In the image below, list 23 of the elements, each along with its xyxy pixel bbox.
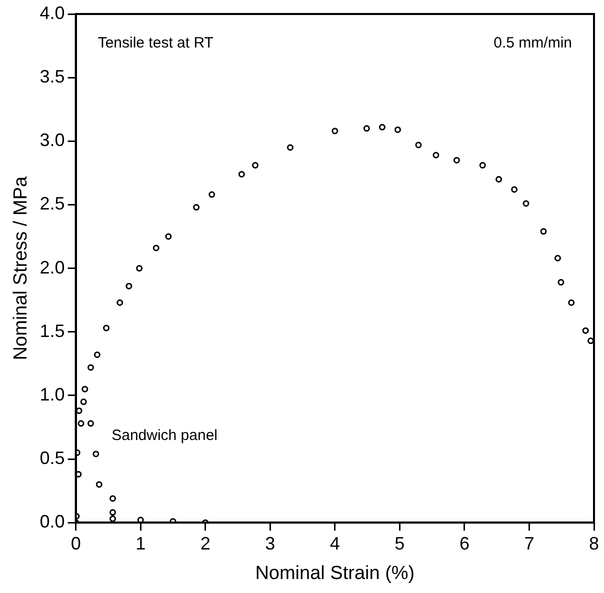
y-tick-label: 1.0	[40, 384, 65, 404]
x-tick-label: 6	[459, 533, 470, 554]
y-tick-label: 2.0	[40, 257, 65, 278]
x-tick-label: 0	[70, 533, 81, 554]
x-tick-label: 2	[200, 533, 210, 554]
x-tick-label: 3	[265, 533, 276, 554]
annotation: 0.5 mm/min	[494, 34, 572, 52]
x-axis-title: Nominal Strain (%)	[255, 562, 415, 584]
x-tick-label: 1	[136, 533, 146, 554]
x-tick-label: 7	[524, 533, 534, 554]
y-tick-label: 0.5	[40, 448, 65, 468]
y-tick-label: 3.5	[40, 66, 65, 87]
y-axis-title: Nominal Stress / MPa	[10, 176, 32, 360]
x-tick-label: 4	[330, 533, 340, 554]
annotation: Tensile test at RT	[98, 34, 214, 52]
x-tick-label: 8	[588, 533, 600, 554]
y-tick-label: 1.5	[40, 320, 65, 341]
series-label: Sandwich panel	[112, 426, 218, 444]
y-tick-label: 4.0	[40, 2, 65, 23]
y-tick-label: 2.5	[40, 194, 65, 214]
y-tick-label: 3.0	[40, 130, 65, 150]
y-tick-label: 0.0	[40, 512, 65, 532]
x-tick-label: 5	[394, 533, 405, 554]
